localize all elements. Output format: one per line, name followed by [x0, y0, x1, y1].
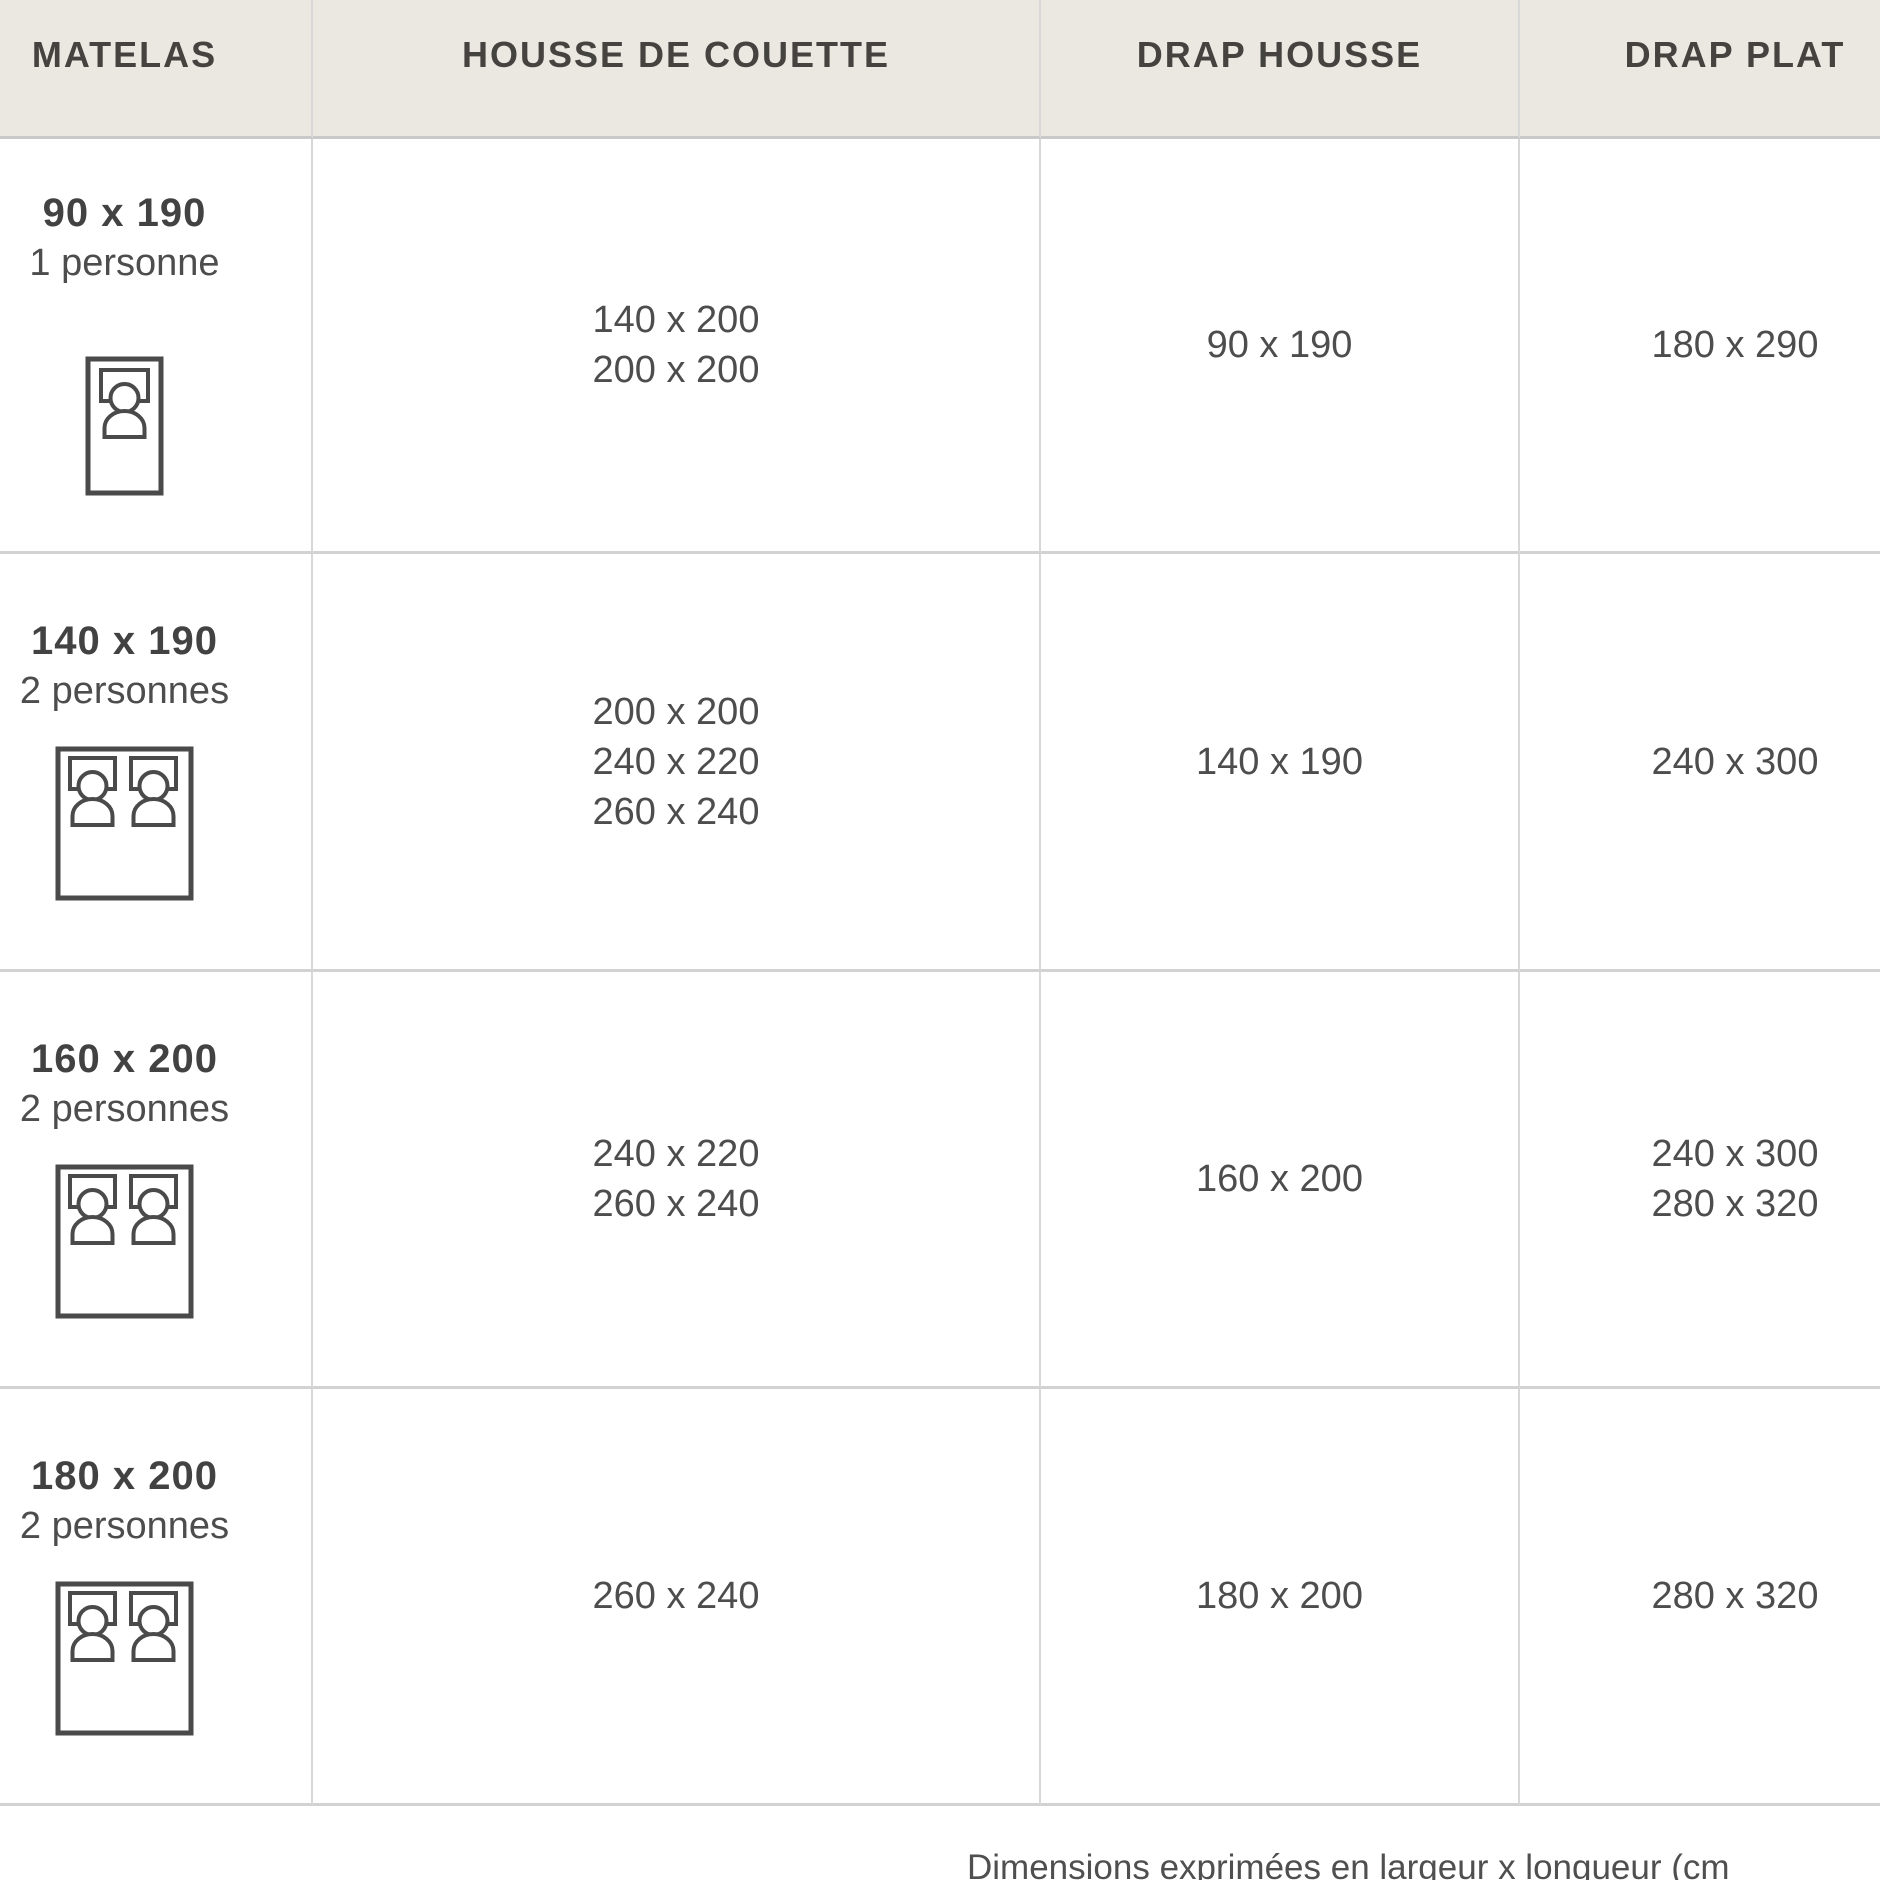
mattress-size: 180 x 200 [31, 1453, 218, 1498]
row-90x190-drap-housse: 90 x 190 [1041, 139, 1520, 554]
drap-housse-sizes: 180 x 200 [1196, 1575, 1363, 1617]
persons-label: 2 personnes [19, 670, 230, 712]
double-bed-icon [55, 746, 194, 901]
header-drap-plat: DRAP PLAT [1520, 0, 1880, 139]
single-bed-icon [85, 356, 164, 496]
drap-housse-sizes: 140 x 190 [1196, 740, 1363, 783]
header-drap-housse: DRAP HOUSSE [1041, 0, 1520, 139]
persons-label: 2 personnes [19, 1087, 230, 1130]
row-140x190-drap-plat: 240 x 300 [1520, 554, 1880, 972]
drap-housse-sizes: 160 x 200 [1196, 1158, 1363, 1200]
mattress-size: 160 x 200 [31, 1036, 218, 1081]
row-160x200-drap-plat: 240 x 300 280 x 320 [1520, 972, 1880, 1389]
mattress-size: 140 x 190 [31, 619, 218, 663]
row-180x200-drap-housse: 180 x 200 [1041, 1389, 1520, 1806]
housse-de-couette-sizes: 260 x 240 [592, 1575, 760, 1617]
row-160x200-matelas: 160 x 200 2 personnes [0, 972, 313, 1389]
row-180x200-housse-de-couette: 260 x 240 [313, 1389, 1041, 1806]
drap-plat-sizes: 280 x 320 [1651, 1575, 1819, 1617]
row-140x190-housse-de-couette: 200 x 200 240 x 220 260 x 240 [313, 554, 1041, 972]
persons-label: 2 personnes [19, 1504, 230, 1547]
housse-de-couette-sizes: 240 x 220 260 x 240 [592, 1133, 760, 1225]
header-drap-plat-label: DRAP PLAT [1624, 34, 1846, 75]
double-bed-icon [55, 1581, 194, 1736]
row-180x200-matelas: 180 x 200 2 personnes [0, 1389, 313, 1806]
persons-label: 1 personne [29, 242, 220, 284]
drap-plat-sizes: 240 x 300 280 x 320 [1651, 1133, 1819, 1225]
housse-de-couette-sizes: 200 x 200 240 x 220 260 x 240 [592, 690, 760, 833]
row-160x200-housse-de-couette: 240 x 220 260 x 240 [313, 972, 1041, 1389]
mattress-size: 90 x 190 [42, 191, 207, 235]
dimensions-note: Dimensions exprimées en largeur x longue… [967, 1848, 1730, 1880]
drap-plat-sizes: 180 x 290 [1651, 324, 1819, 366]
bed-linen-size-table: MATELAS HOUSSE DE COUETTE DRAP HOUSSE DR… [0, 0, 1880, 1806]
drap-housse-sizes: 90 x 190 [1206, 324, 1353, 366]
header-matelas-label: MATELAS [31, 34, 218, 75]
row-140x190-matelas: 140 x 190 2 personnes [0, 554, 313, 972]
header-housse-de-couette-label: HOUSSE DE COUETTE [461, 34, 891, 75]
header-drap-housse-label: DRAP HOUSSE [1136, 34, 1423, 75]
row-160x200-drap-housse: 160 x 200 [1041, 972, 1520, 1389]
header-housse-de-couette: HOUSSE DE COUETTE [313, 0, 1041, 139]
row-90x190-drap-plat: 180 x 290 [1520, 139, 1880, 554]
double-bed-icon [55, 1164, 194, 1319]
row-90x190-housse-de-couette: 140 x 200 200 x 200 [313, 139, 1041, 554]
row-180x200-drap-plat: 280 x 320 [1520, 1389, 1880, 1806]
row-140x190-drap-housse: 140 x 190 [1041, 554, 1520, 972]
row-90x190-matelas: 90 x 190 1 personne [0, 139, 313, 554]
housse-de-couette-sizes: 140 x 200 200 x 200 [592, 299, 760, 391]
drap-plat-sizes: 240 x 300 [1651, 740, 1819, 783]
header-matelas: MATELAS [0, 0, 313, 139]
